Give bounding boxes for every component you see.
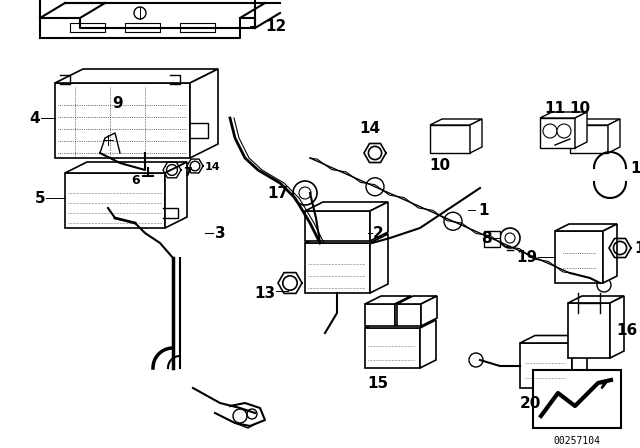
Polygon shape	[420, 320, 436, 368]
Text: 2: 2	[373, 225, 384, 241]
Polygon shape	[370, 202, 388, 241]
Polygon shape	[570, 119, 620, 125]
Polygon shape	[397, 304, 421, 326]
Polygon shape	[540, 112, 587, 118]
Text: 10: 10	[429, 158, 451, 172]
Polygon shape	[610, 296, 624, 358]
Circle shape	[543, 124, 557, 138]
Text: 14: 14	[634, 241, 640, 255]
Polygon shape	[55, 69, 218, 83]
Polygon shape	[555, 231, 603, 283]
Text: 18: 18	[630, 160, 640, 176]
Circle shape	[469, 353, 483, 367]
Text: 3: 3	[215, 225, 226, 241]
Text: 15: 15	[367, 375, 388, 391]
Polygon shape	[568, 303, 610, 358]
Circle shape	[134, 7, 146, 19]
Polygon shape	[305, 234, 388, 243]
Polygon shape	[365, 296, 411, 304]
Text: 13: 13	[254, 285, 275, 301]
Text: 1: 1	[478, 202, 488, 217]
Text: 12: 12	[265, 18, 286, 34]
Text: 14: 14	[360, 121, 381, 135]
Polygon shape	[572, 336, 587, 388]
Polygon shape	[365, 304, 395, 326]
Polygon shape	[190, 69, 218, 158]
Circle shape	[557, 124, 571, 138]
Text: 00257104: 00257104	[554, 436, 600, 446]
Polygon shape	[430, 125, 470, 153]
Polygon shape	[370, 234, 388, 293]
Circle shape	[444, 212, 462, 230]
Polygon shape	[305, 202, 388, 211]
Polygon shape	[608, 119, 620, 153]
Text: 8: 8	[481, 231, 492, 246]
Bar	[484, 231, 500, 246]
Polygon shape	[520, 336, 587, 343]
Polygon shape	[65, 162, 187, 173]
Text: 16: 16	[616, 323, 637, 337]
Polygon shape	[430, 119, 482, 125]
Polygon shape	[365, 328, 420, 368]
Polygon shape	[421, 296, 437, 326]
Polygon shape	[305, 211, 370, 241]
Polygon shape	[603, 224, 617, 283]
Circle shape	[293, 181, 317, 205]
Text: 19: 19	[516, 250, 537, 264]
Text: 5: 5	[35, 190, 45, 206]
Polygon shape	[397, 296, 437, 304]
Circle shape	[100, 132, 116, 148]
Polygon shape	[65, 173, 165, 228]
Polygon shape	[365, 320, 436, 328]
Polygon shape	[520, 343, 572, 388]
Polygon shape	[305, 243, 370, 293]
Polygon shape	[568, 296, 624, 303]
Text: 14: 14	[205, 162, 221, 172]
Text: 20: 20	[519, 396, 541, 410]
Circle shape	[597, 278, 611, 292]
Text: 7: 7	[183, 165, 192, 178]
Text: 10: 10	[570, 100, 591, 116]
Polygon shape	[570, 125, 608, 153]
Circle shape	[500, 228, 520, 248]
Text: 17: 17	[267, 185, 288, 201]
Polygon shape	[395, 296, 411, 326]
Text: 9: 9	[113, 95, 124, 111]
Polygon shape	[55, 83, 190, 158]
Polygon shape	[470, 119, 482, 153]
Polygon shape	[165, 162, 187, 228]
Text: 6: 6	[131, 173, 140, 186]
Bar	[533, 370, 621, 428]
Text: 11: 11	[545, 100, 566, 116]
Circle shape	[366, 178, 384, 196]
Polygon shape	[575, 112, 587, 148]
Polygon shape	[555, 224, 617, 231]
Text: 4: 4	[29, 111, 40, 125]
Polygon shape	[540, 118, 575, 148]
